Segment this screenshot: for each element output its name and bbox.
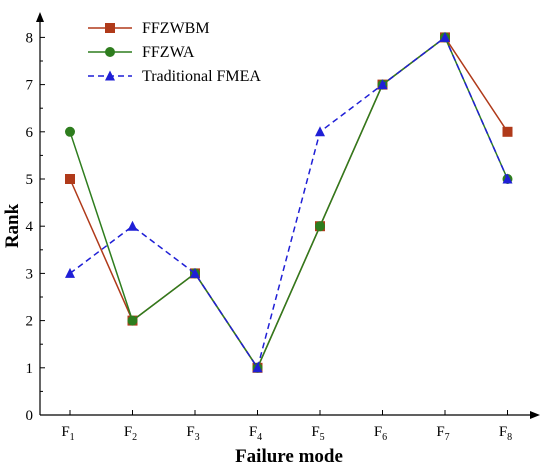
legend-marker — [105, 70, 115, 81]
data-point — [65, 126, 75, 137]
y-tick-label: 3 — [26, 266, 34, 282]
x-tick-label-sub: 8 — [507, 432, 512, 443]
y-tick-label: 0 — [26, 408, 34, 424]
x-tick-label-sub: 6 — [382, 432, 387, 443]
x-tick-label-base: F — [499, 424, 507, 440]
x-tick-label: F6 — [374, 424, 387, 443]
legend-entry: FFZWA — [88, 44, 195, 61]
x-tick-label-base: F — [186, 424, 194, 440]
x-tick-label: F7 — [436, 424, 449, 443]
x-tick-label: F3 — [186, 424, 199, 443]
series-layer — [65, 31, 513, 373]
data-point — [127, 220, 138, 231]
x-tick-label-sub: 1 — [70, 432, 75, 443]
y-tick-label: 8 — [26, 30, 34, 46]
legend-label: Traditional FMEA — [142, 68, 261, 85]
legend-entry: FFZWBM — [88, 20, 210, 37]
series-traditional-fmea — [65, 31, 513, 373]
data-point — [65, 267, 75, 278]
y-tick-label: 4 — [26, 219, 34, 235]
x-tick-label: F4 — [249, 424, 262, 443]
legend-label: FFZWBM — [142, 20, 210, 37]
legend-marker — [105, 47, 115, 57]
x-tick-label-base: F — [61, 424, 69, 440]
legend-marker — [105, 23, 115, 33]
x-tick-label-sub: 7 — [445, 432, 450, 443]
x-tick-label: F5 — [311, 424, 324, 443]
x-tick-label: F8 — [499, 424, 512, 443]
legend-label: FFZWA — [142, 44, 195, 61]
data-point — [440, 31, 450, 42]
data-point — [252, 362, 263, 373]
x-tick-label-base: F — [374, 424, 382, 440]
data-point — [315, 126, 325, 137]
y-tick-label: 5 — [26, 172, 34, 188]
y-tick-label: 2 — [26, 314, 34, 330]
x-tick-label: F1 — [61, 424, 74, 443]
legend: FFZWBM FFZWA Traditional FMEA — [88, 20, 261, 85]
x-tick-label-base: F — [249, 424, 257, 440]
x-tick-label-sub: 3 — [195, 432, 200, 443]
x-tick-label-sub: 5 — [320, 432, 325, 443]
x-tick-label-base: F — [436, 424, 444, 440]
series-line — [69, 36, 509, 370]
data-point — [190, 267, 200, 278]
x-tick-label-sub: 4 — [257, 432, 262, 443]
x-tick-label-base: F — [124, 424, 132, 440]
data-point — [65, 174, 75, 184]
y-axis-title: Rank — [2, 203, 23, 248]
x-tick-label: F2 — [124, 424, 137, 443]
data-point — [377, 79, 388, 90]
data-point — [315, 221, 325, 232]
data-point — [127, 315, 138, 326]
series-ffzwa — [65, 32, 513, 373]
y-tick-label: 1 — [26, 361, 34, 377]
series-line — [69, 36, 509, 370]
y-axis-arrow — [36, 12, 44, 22]
data-point — [502, 126, 513, 137]
legend-entry: Traditional FMEA — [88, 68, 261, 85]
x-tick-label-sub: 2 — [132, 432, 137, 443]
x-axis-arrow — [530, 411, 540, 419]
x-axis-title: Failure mode — [235, 446, 343, 467]
data-point — [502, 173, 513, 184]
x-tick-label-base: F — [311, 424, 319, 440]
y-tick-label: 7 — [26, 78, 34, 94]
y-tick-label: 6 — [26, 125, 34, 141]
